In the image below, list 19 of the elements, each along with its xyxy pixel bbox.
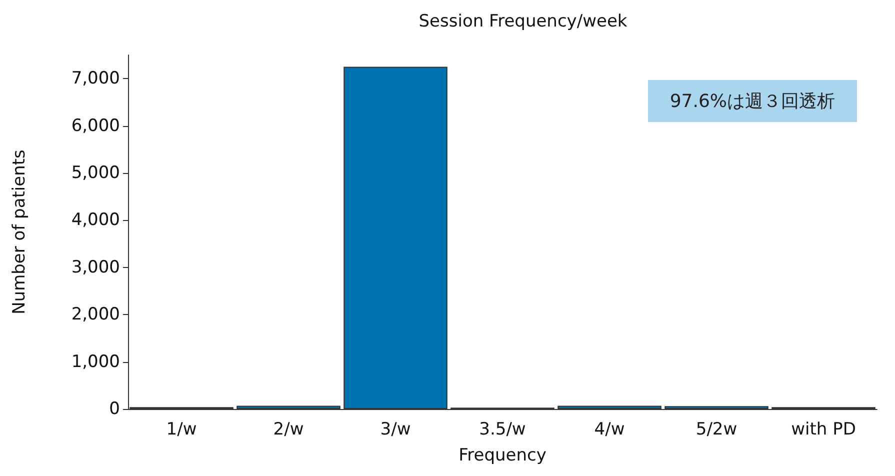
y-tick-label: 6,000	[71, 116, 120, 136]
x-tick-label: with PD	[791, 420, 856, 440]
y-tick-label: 2,000	[71, 304, 120, 325]
y-tick-label: 1,000	[71, 352, 120, 372]
y-tick-label: 3,000	[71, 257, 120, 278]
x-axis-title: Frequency	[458, 446, 546, 466]
y-axis-title: Number of patients	[10, 149, 30, 314]
x-tick-label: 2/w	[273, 420, 304, 440]
annotation: 97.6%は週３回透析	[648, 80, 857, 122]
x-tick-label: 4/w	[594, 420, 625, 440]
chart-title: Session Frequency/week	[418, 12, 628, 32]
y-tick-label: 0	[109, 399, 120, 419]
x-tick-label: 3.5/w	[479, 420, 526, 440]
y-tick-label: 5,000	[71, 163, 120, 183]
x-tick-label: 3/w	[380, 420, 411, 440]
y-tick-label: 7,000	[71, 68, 120, 89]
x-tick-label: 1/w	[166, 420, 197, 440]
y-tick-label: 4,000	[71, 210, 120, 230]
x-tick-label: 5/2w	[696, 420, 738, 440]
